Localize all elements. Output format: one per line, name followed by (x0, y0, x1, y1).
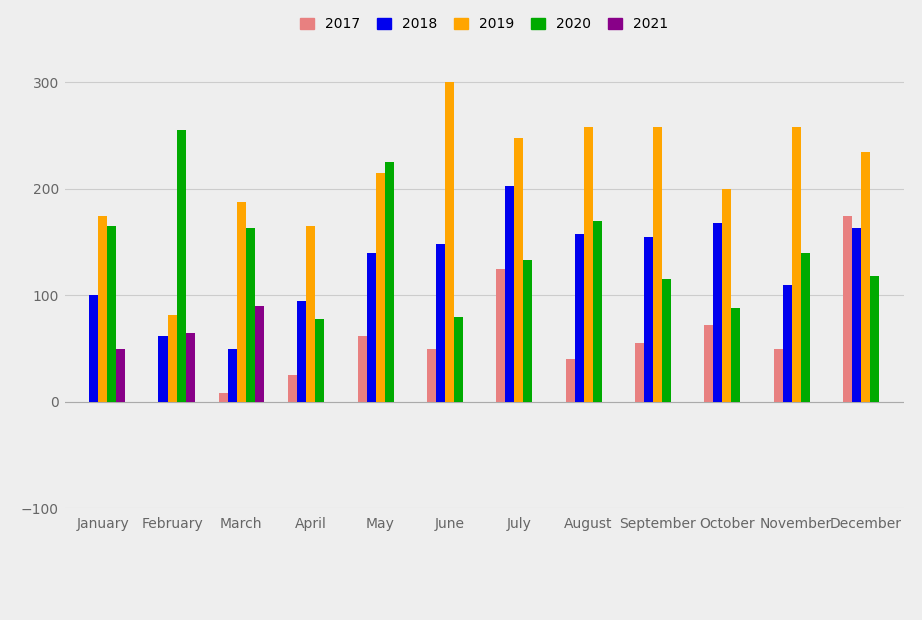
Bar (852, 228, 861, 402)
Bar (584, 127, 593, 402)
Bar (228, 348, 237, 402)
Bar (315, 319, 325, 402)
Bar (254, 306, 264, 402)
Bar (800, 253, 810, 402)
Bar (783, 285, 792, 402)
Bar (731, 308, 740, 402)
Bar (523, 260, 532, 402)
Bar (168, 314, 176, 402)
Bar (653, 127, 662, 402)
Bar (843, 216, 852, 402)
Bar (116, 348, 125, 402)
Bar (635, 343, 644, 402)
Bar (384, 162, 394, 402)
Bar (792, 127, 800, 402)
Bar (593, 221, 601, 402)
Bar (496, 269, 505, 402)
Bar (427, 348, 436, 402)
Bar (358, 336, 367, 402)
Bar (574, 234, 584, 402)
Bar (662, 280, 671, 402)
Bar (505, 186, 514, 402)
Bar (219, 393, 228, 402)
Bar (514, 138, 523, 402)
Bar (445, 82, 454, 402)
Bar (861, 152, 870, 402)
Bar (644, 237, 653, 402)
Bar (714, 223, 722, 402)
Bar (306, 226, 315, 402)
Bar (185, 333, 195, 402)
Bar (89, 295, 98, 402)
Bar (375, 173, 384, 402)
Bar (565, 360, 574, 402)
Bar (176, 130, 185, 402)
Bar (159, 336, 168, 402)
Bar (237, 202, 246, 402)
Bar (436, 244, 445, 402)
Bar (367, 253, 375, 402)
Bar (98, 216, 107, 402)
Bar (246, 228, 254, 402)
Bar (774, 348, 783, 402)
Bar (870, 277, 879, 402)
Bar (454, 317, 463, 402)
Bar (722, 189, 731, 402)
Bar (704, 326, 714, 402)
Bar (297, 301, 306, 402)
Bar (107, 226, 116, 402)
Bar (289, 375, 297, 402)
Legend: 2017, 2018, 2019, 2020, 2021: 2017, 2018, 2019, 2020, 2021 (301, 17, 668, 32)
